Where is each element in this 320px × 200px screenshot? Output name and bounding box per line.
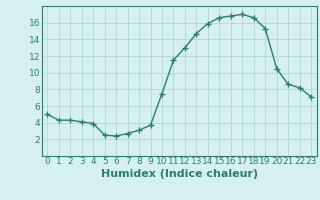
X-axis label: Humidex (Indice chaleur): Humidex (Indice chaleur) [100, 169, 258, 179]
